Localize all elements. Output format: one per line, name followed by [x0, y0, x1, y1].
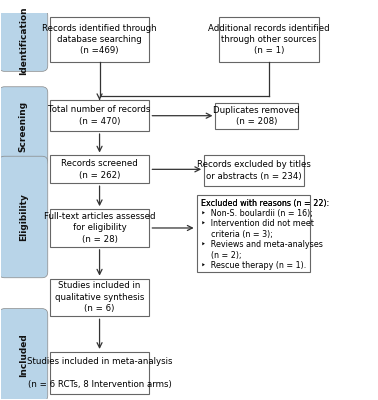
Text: Duplicates removed
(n = 208): Duplicates removed (n = 208): [214, 106, 300, 126]
Text: ‣  Rescue therapy (n = 1).: ‣ Rescue therapy (n = 1).: [201, 261, 306, 270]
FancyBboxPatch shape: [0, 309, 48, 400]
FancyBboxPatch shape: [219, 17, 319, 62]
FancyBboxPatch shape: [215, 103, 298, 129]
FancyBboxPatch shape: [50, 352, 149, 394]
Text: Eligibility: Eligibility: [19, 193, 28, 241]
Text: Excluded with reasons (n = 22):: Excluded with reasons (n = 22):: [201, 199, 329, 208]
Text: Records excluded by titles
or abstracts (n = 234): Records excluded by titles or abstracts …: [197, 160, 311, 181]
Text: Total number of records
(n = 470): Total number of records (n = 470): [48, 106, 151, 126]
Text: Included: Included: [19, 333, 28, 377]
Text: Additional records identified
through other sources
(n = 1): Additional records identified through ot…: [208, 24, 330, 56]
FancyBboxPatch shape: [50, 278, 149, 316]
Text: Excluded with reasons (n = 22):: Excluded with reasons (n = 22):: [201, 199, 329, 208]
FancyBboxPatch shape: [50, 209, 149, 247]
Text: Full-text articles assessed
for eligibility
(n = 28): Full-text articles assessed for eligibil…: [44, 212, 155, 244]
FancyBboxPatch shape: [0, 156, 48, 278]
Text: Identification: Identification: [19, 6, 28, 75]
Text: criteria (n = 3);: criteria (n = 3);: [201, 230, 273, 239]
Text: ‣  Intervention did not meet: ‣ Intervention did not meet: [201, 220, 314, 228]
FancyBboxPatch shape: [50, 156, 149, 183]
FancyBboxPatch shape: [50, 17, 149, 62]
FancyBboxPatch shape: [0, 87, 48, 166]
Text: (n = 2);: (n = 2);: [201, 251, 242, 260]
Text: Records screened
(n = 262): Records screened (n = 262): [61, 159, 138, 180]
FancyBboxPatch shape: [0, 10, 48, 71]
Text: ‣  Reviews and meta-analyses: ‣ Reviews and meta-analyses: [201, 240, 323, 249]
Text: Screening: Screening: [19, 101, 28, 152]
FancyBboxPatch shape: [197, 195, 310, 272]
FancyBboxPatch shape: [50, 100, 149, 131]
Text: Studies included in meta-analysis

(n = 6 RCTs, 8 Intervention arms): Studies included in meta-analysis (n = 6…: [27, 357, 172, 389]
Text: Records identified through
database searching
(n =469): Records identified through database sear…: [42, 24, 157, 56]
FancyBboxPatch shape: [204, 155, 304, 186]
Text: Studies included in
qualitative synthesis
(n = 6): Studies included in qualitative synthesi…: [55, 282, 144, 313]
Text: ‣  Non-S. boulardii (n = 16);: ‣ Non-S. boulardii (n = 16);: [201, 209, 313, 218]
